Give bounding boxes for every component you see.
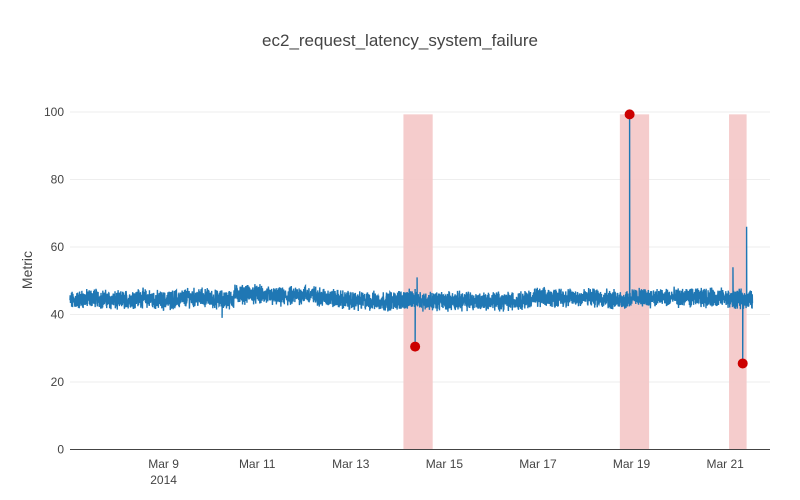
y-tick-label: 20 [51, 375, 65, 389]
chart-title: ec2_request_latency_system_failure [262, 31, 538, 50]
anomaly-windows [403, 114, 747, 450]
x-tick-label: Mar 21 [706, 457, 744, 471]
anomaly-window [619, 114, 650, 450]
series-line [69, 115, 754, 366]
anomaly-point [624, 109, 635, 120]
y-tick-label: 100 [44, 105, 64, 119]
x-tick-label: Mar 13 [332, 457, 370, 471]
anomaly-point [410, 341, 421, 352]
y-tick-label: 60 [51, 240, 65, 254]
anomaly-window [403, 114, 433, 450]
y-tick-label: 40 [51, 308, 65, 322]
x-tick-label: Mar 19 [613, 457, 651, 471]
y-tick-label: 0 [57, 443, 64, 457]
anomaly-point [737, 358, 748, 369]
y-tick-label: 80 [51, 173, 65, 187]
y-tick-labels: 0 20 40 60 80 100 [44, 105, 64, 457]
x-tick-label: Mar 11 [239, 457, 276, 471]
x-tick-labels: Mar 9 2014 Mar 11 Mar 13 Mar 15 Mar 17 Mar 19 M… [148, 457, 744, 487]
x-tick-sublabel: 2014 [150, 473, 177, 487]
x-tick-label: Mar 15 [426, 457, 464, 471]
x-tick-label: Mar 9 [148, 457, 179, 471]
x-tick-label: Mar 17 [519, 457, 557, 471]
anomaly-window [729, 114, 747, 450]
y-axis-label: Metric [19, 251, 35, 289]
series-line-group [69, 115, 754, 366]
anomaly-points [410, 109, 748, 369]
